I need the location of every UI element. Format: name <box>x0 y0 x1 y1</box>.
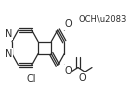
Text: N: N <box>5 48 12 59</box>
Text: N: N <box>5 29 12 40</box>
Text: Cl: Cl <box>27 74 36 84</box>
Text: OCH\u2083: OCH\u2083 <box>79 15 127 24</box>
Text: O: O <box>78 73 86 83</box>
Text: O: O <box>64 19 72 29</box>
Text: O: O <box>64 66 72 76</box>
